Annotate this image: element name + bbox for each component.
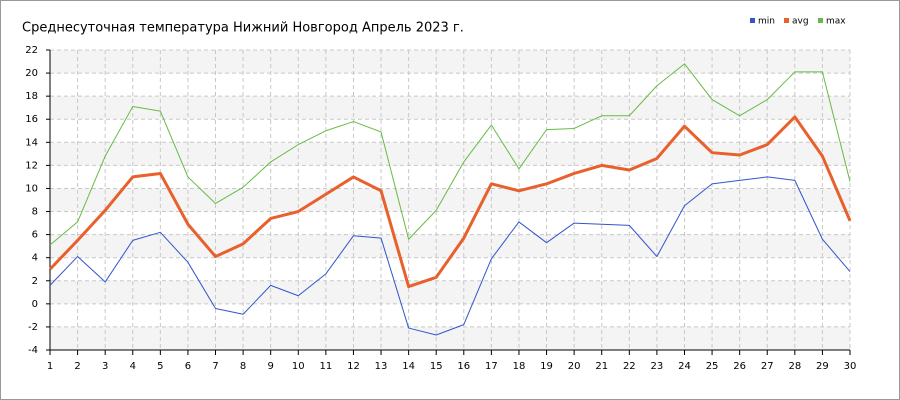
y-tick-label: 10 (25, 183, 38, 194)
x-tick-label: 18 (513, 361, 526, 372)
grid-band (50, 96, 850, 120)
y-tick-label: 0 (32, 299, 38, 310)
y-tick-label: 16 (25, 114, 38, 125)
x-tick-label: 27 (761, 361, 774, 372)
legend-label: min (758, 17, 775, 27)
x-tick-label: 13 (375, 361, 388, 372)
x-tick-label: 8 (240, 361, 246, 372)
x-tick-label: 1 (47, 361, 53, 372)
x-tick-label: 6 (185, 361, 191, 372)
x-tick-label: 19 (540, 361, 553, 372)
x-tick-label: 30 (844, 361, 857, 372)
y-tick-label: -2 (28, 322, 38, 333)
grid-band (50, 188, 850, 212)
grid-band (50, 280, 850, 304)
x-tick-label: 21 (595, 361, 608, 372)
y-tick-label: 12 (25, 160, 38, 171)
x-tick-label: 11 (319, 361, 332, 372)
y-tick-label: 14 (25, 137, 38, 148)
y-tick-label: 20 (25, 68, 38, 79)
y-tick-label: 22 (25, 45, 38, 56)
x-tick-label: 23 (651, 361, 664, 372)
y-tick-label: 18 (25, 91, 38, 102)
x-tick-label: 5 (157, 361, 163, 372)
chart-title: Среднесуточная температура Нижний Новгор… (22, 21, 464, 36)
y-tick-label: 4 (32, 253, 38, 264)
grid-band (50, 326, 850, 350)
line-series (49, 63, 851, 246)
x-tick-label: 29 (816, 361, 829, 372)
x-tick-label: 14 (402, 361, 415, 372)
legend-swatch (750, 18, 755, 23)
y-tick-label: 6 (32, 230, 38, 241)
x-tick-label: 28 (788, 361, 801, 372)
line-series (49, 176, 851, 336)
line-series (48, 115, 852, 289)
x-tick-label: 10 (292, 361, 305, 372)
x-tick-label: 2 (74, 361, 80, 372)
x-tick-label: 16 (457, 361, 470, 372)
y-tick-label: -4 (28, 345, 38, 356)
x-tick-label: 17 (485, 361, 498, 372)
x-tick-label: 9 (268, 361, 274, 372)
x-tick-label: 4 (130, 361, 136, 372)
grid-band (50, 234, 850, 258)
x-tick-label: 22 (623, 361, 636, 372)
x-tick-label: 7 (212, 361, 218, 372)
legend-label: avg (792, 17, 809, 27)
legend-label: max (826, 17, 846, 27)
x-tick-label: 20 (568, 361, 581, 372)
legend-swatch (818, 18, 823, 23)
x-tick-label: 15 (430, 361, 443, 372)
x-tick-label: 12 (347, 361, 360, 372)
x-tick-label: 26 (733, 361, 746, 372)
x-tick-label: 24 (678, 361, 691, 372)
x-tick-label: 3 (102, 361, 108, 372)
grid-band (50, 50, 850, 74)
x-tick-label: 25 (706, 361, 719, 372)
y-tick-label: 2 (32, 276, 38, 287)
y-tick-label: 8 (32, 207, 38, 218)
legend-swatch (784, 18, 789, 23)
grid-band (50, 142, 850, 166)
